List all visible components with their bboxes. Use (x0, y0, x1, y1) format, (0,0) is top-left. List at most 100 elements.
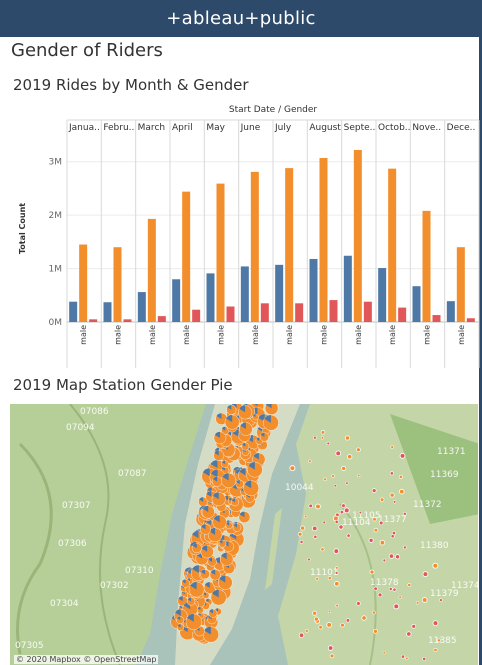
zip-label: 07304 (50, 599, 79, 609)
station-male-slice (213, 450, 225, 461)
gender-axis-label: male (148, 325, 157, 345)
station-male-slice (344, 508, 349, 513)
station-marker (343, 507, 350, 514)
station-female-slice (258, 414, 265, 422)
station-male-slice (313, 436, 317, 439)
station-marker (340, 622, 345, 628)
station-female-slice (244, 480, 252, 489)
station-male-slice (391, 445, 394, 449)
station-male-slice (328, 646, 333, 650)
station-male-slice (389, 587, 392, 591)
month-header-label: Febru.. (103, 123, 134, 133)
station-female-slice (201, 545, 208, 552)
station-female-slice (199, 497, 204, 502)
station-male-slice (333, 516, 338, 521)
station-marker (395, 554, 401, 560)
station-marker (373, 527, 379, 533)
station-marker (313, 616, 319, 622)
station-female-slice (252, 413, 256, 417)
station-marker (262, 414, 279, 431)
station-female-slice (214, 450, 219, 456)
zip-label: 11378 (370, 578, 399, 588)
month-header-label: June (240, 123, 261, 133)
station-male-slice (335, 520, 339, 524)
bar-chart-title: 2019 Rides by Month & Gender (13, 76, 249, 94)
station-male-slice (340, 623, 345, 627)
station-marker (305, 629, 309, 633)
station-female-slice (177, 616, 181, 621)
station-female-slice (240, 422, 246, 430)
bar-unknown-4 (226, 306, 235, 322)
station-marker (346, 533, 351, 538)
station-marker (218, 575, 233, 590)
gender-axis-label: male (423, 325, 432, 345)
station-marker (298, 632, 305, 638)
station-marker (327, 576, 332, 581)
map-canvas[interactable]: 07086 07094 07087 07307 07306 07310 07302 07304… (10, 404, 478, 665)
station-female-slice (266, 404, 272, 409)
station-marker (421, 597, 428, 603)
station-marker (252, 413, 259, 421)
station-male-slice (393, 500, 396, 503)
station-male-slice (359, 511, 362, 514)
station-female-slice (233, 523, 237, 528)
station-female-slice (202, 468, 210, 477)
station-female-slice (231, 498, 236, 503)
station-male-slice (383, 559, 386, 562)
bar-female-2 (137, 292, 146, 322)
station-marker (422, 571, 429, 578)
station-male-slice (406, 632, 411, 636)
station-marker (373, 586, 378, 591)
station-male-slice (399, 596, 402, 599)
station-male-slice (305, 629, 308, 633)
station-marker (304, 514, 308, 519)
gender-axis-label: male (457, 325, 466, 345)
zip-label: 11372 (413, 500, 442, 510)
station-marker (344, 435, 351, 441)
station-male-slice (399, 489, 404, 494)
station-male-slice (374, 528, 378, 532)
tableau-public-logo[interactable]: +ableau+public (166, 8, 316, 29)
station-marker (422, 657, 427, 661)
station-marker (201, 505, 215, 519)
station-marker (398, 474, 403, 479)
station-female-slice (256, 437, 260, 441)
station-male-slice (327, 622, 332, 627)
station-marker (382, 558, 387, 563)
station-male-slice (264, 404, 279, 415)
station-marker (224, 414, 240, 430)
zip-label: 07310 (125, 566, 154, 576)
bar-unknown-9 (398, 307, 407, 322)
station-male-slice (316, 504, 320, 509)
station-marker (432, 562, 439, 569)
station-male-slice (312, 526, 317, 531)
station-male-slice (314, 535, 317, 539)
station-female-slice (213, 515, 220, 523)
station-male-slice (316, 577, 319, 581)
station-marker (433, 648, 438, 652)
month-header-label: May (206, 123, 225, 133)
station-marker (259, 432, 270, 442)
rides-by-month-bar-chart[interactable]: Start Date / Gender 0M 1M 2M 3M Total Count Ja… (0, 100, 482, 368)
station-male-slice (434, 648, 437, 652)
month-header-label: Janua.. (68, 123, 100, 133)
station-marker (332, 515, 339, 522)
station-marker (198, 496, 209, 507)
station-gender-map[interactable]: 07086 07094 07087 07307 07306 07310 07302 07304… (10, 404, 478, 665)
station-male-slice (356, 601, 360, 606)
station-male-slice (328, 576, 332, 580)
zip-label: 11101 (310, 568, 339, 578)
station-female-slice (212, 476, 218, 482)
station-marker (230, 498, 240, 507)
bar-male-2 (147, 218, 156, 322)
station-male-slice (395, 555, 400, 559)
station-male-slice (389, 554, 394, 558)
station-marker (200, 545, 214, 559)
station-female-slice (177, 624, 181, 628)
map-attribution[interactable]: © 2020 Mapbox © OpenStreetMap (14, 655, 159, 664)
station-marker (401, 654, 405, 659)
station-marker (241, 442, 250, 451)
y-tick-label: 2M (49, 211, 63, 221)
station-male-slice (309, 504, 313, 508)
zip-label: 10044 (285, 483, 314, 493)
